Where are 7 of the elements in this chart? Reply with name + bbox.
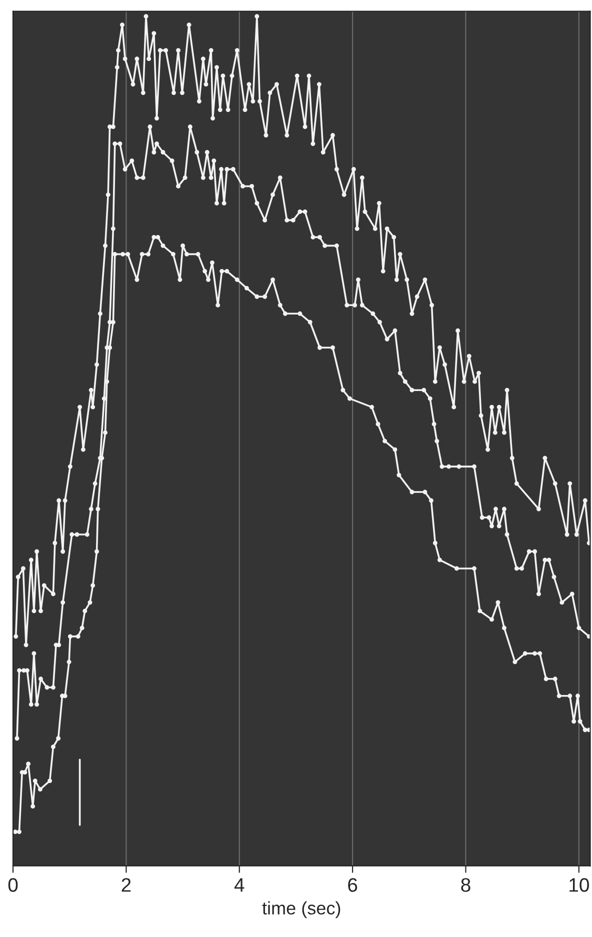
x-tick-label: 4 [234, 878, 244, 892]
x-tick-label: 6 [348, 878, 358, 892]
x-axis-title: time (sec) [262, 901, 340, 918]
x-tick-label: 0 [8, 878, 18, 892]
x-tick-label: 8 [461, 878, 470, 892]
x-tick-label: 10 [570, 878, 589, 892]
x-tick-label: 2 [122, 878, 131, 892]
